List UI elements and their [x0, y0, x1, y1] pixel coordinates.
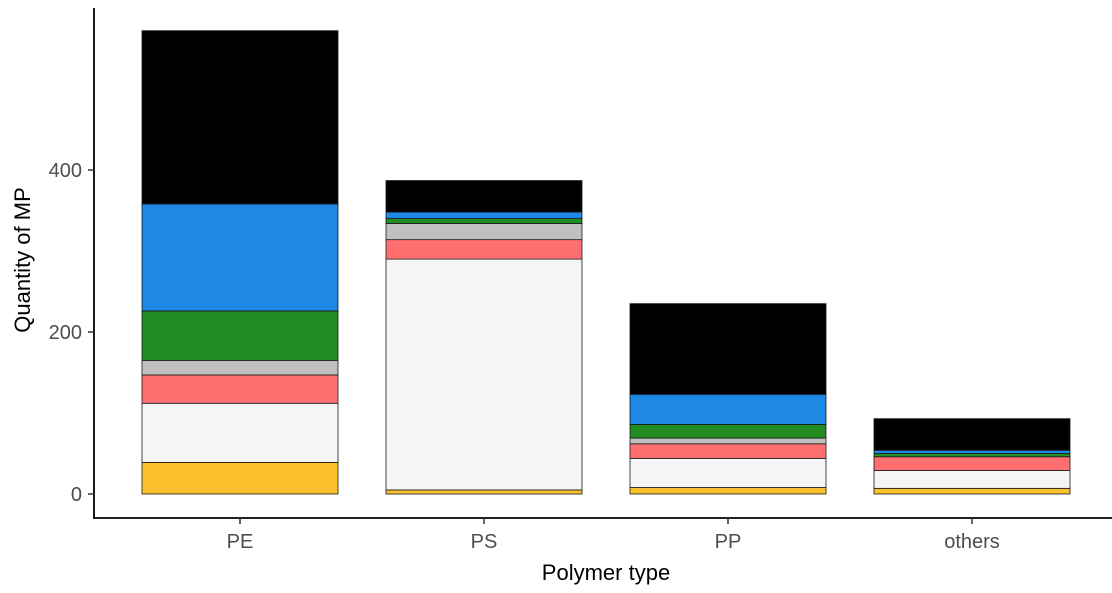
bar-segment-pp-3 — [629, 443, 827, 459]
bar-segment-ps-2 — [385, 258, 583, 491]
bar-segment-pe-4 — [141, 359, 339, 376]
bar-segment-ps-4 — [385, 223, 583, 241]
bar-segment-others-5 — [873, 453, 1071, 458]
y-axis-title: Quantity of MP — [10, 187, 35, 333]
bar-segment-pe-1 — [141, 462, 339, 495]
x-tick-label: PP — [715, 531, 742, 553]
x-tick-label: PE — [227, 531, 254, 553]
bar-segment-others-7 — [873, 418, 1071, 451]
y-tick-label: 400 — [49, 160, 82, 182]
x-tick-label: PS — [471, 531, 498, 553]
bar-segment-pp-1 — [629, 487, 827, 495]
x-axis-title: Polymer type — [542, 560, 670, 585]
bar-segment-pp-4 — [629, 437, 827, 445]
bar-segment-ps-1 — [385, 489, 583, 495]
y-tick-label: 0 — [71, 484, 82, 506]
bar-segment-ps-3 — [385, 239, 583, 260]
x-ticks: PE PS PP others — [227, 518, 1000, 553]
bar-segment-pp-5 — [629, 423, 827, 439]
bar-segment-pe-3 — [141, 374, 339, 404]
bar-segment-ps-7 — [385, 180, 583, 213]
bar-segment-ps-6 — [385, 211, 583, 219]
bar-segment-pe-7 — [141, 30, 339, 205]
y-tick-label: 200 — [49, 322, 82, 344]
bar-segment-others-3 — [873, 456, 1071, 471]
bar-segment-pe-6 — [141, 203, 339, 312]
bar-segment-others-6 — [873, 449, 1071, 454]
axes-layer — [93, 8, 1112, 519]
bar-segment-pe-5 — [141, 310, 339, 361]
x-tick-label: others — [944, 531, 1000, 553]
bar-segment-pe-2 — [141, 402, 339, 463]
bars-layer — [141, 30, 1071, 495]
bar-segment-others-2 — [873, 470, 1071, 489]
bar-segment-pp-6 — [629, 393, 827, 425]
y-ticks: 0 200 400 — [49, 160, 94, 506]
bar-segment-pp-7 — [629, 303, 827, 395]
bar-segment-ps-5 — [385, 218, 583, 224]
bar-segment-pp-2 — [629, 457, 827, 488]
bar-segment-others-1 — [873, 487, 1071, 495]
